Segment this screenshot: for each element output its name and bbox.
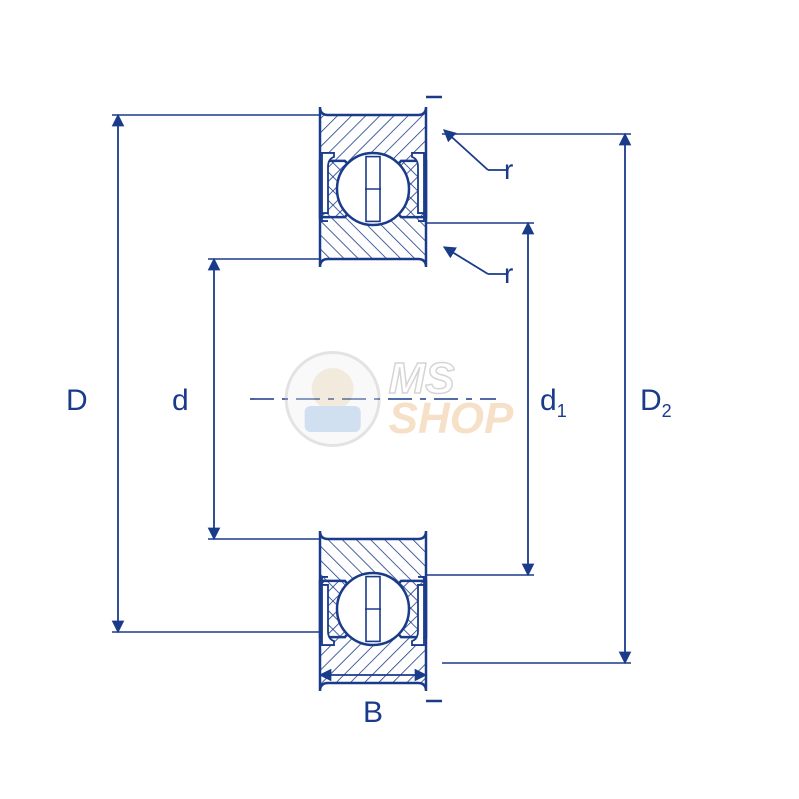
dim-label-d: d — [172, 384, 189, 418]
mascot-icon — [285, 351, 381, 447]
dim-label-B: B — [363, 696, 383, 730]
dim-label-r-upper: r — [504, 154, 513, 186]
dim-label-d1: d1 — [540, 384, 567, 422]
dim-label-r-lower: r — [504, 258, 513, 290]
watermark-line2: SHOP — [389, 399, 514, 439]
watermark: MS SHOP — [285, 351, 514, 447]
watermark-line1: MS — [389, 359, 514, 399]
dim-label-D: D — [66, 384, 88, 418]
dim-label-D2: D2 — [640, 384, 672, 422]
